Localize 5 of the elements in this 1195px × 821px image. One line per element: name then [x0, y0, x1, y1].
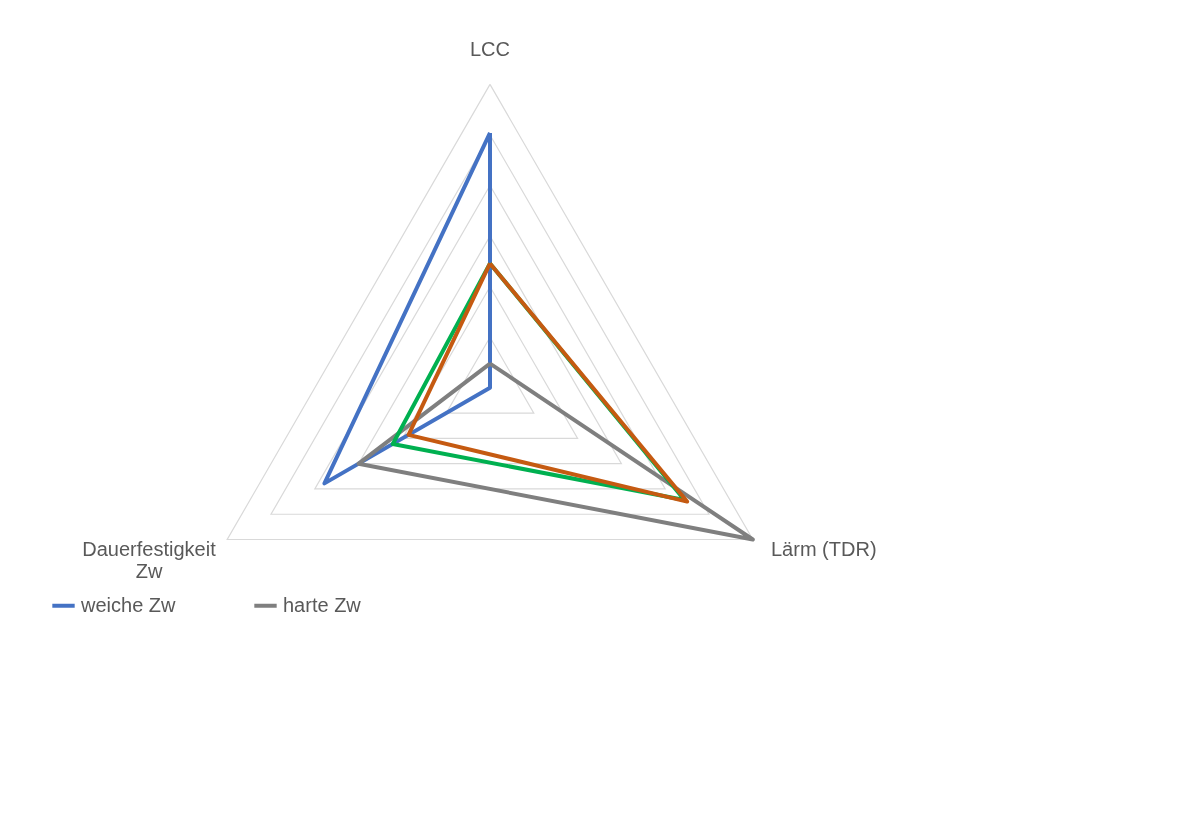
legend-label: harte Zw [283, 593, 362, 616]
spoke-label: Lärm (TDR) [771, 537, 877, 560]
spoke-label: Dauerfestigkeit Zw [82, 537, 217, 582]
spoke-label: LCC [469, 38, 511, 61]
legend-label: weiche Zw [80, 593, 177, 616]
